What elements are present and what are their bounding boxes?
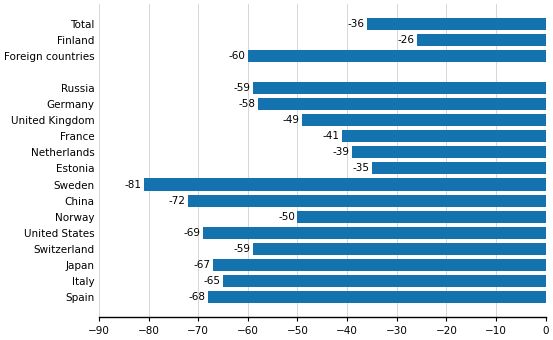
Bar bbox=[258, 99, 546, 110]
Bar bbox=[416, 34, 546, 46]
Text: -65: -65 bbox=[204, 276, 221, 286]
Bar bbox=[203, 226, 546, 239]
Bar bbox=[302, 115, 546, 126]
Text: -68: -68 bbox=[189, 292, 206, 302]
Bar bbox=[352, 147, 546, 158]
Text: -50: -50 bbox=[278, 211, 295, 222]
Text: -36: -36 bbox=[347, 19, 364, 29]
Text: -39: -39 bbox=[332, 148, 349, 157]
Bar bbox=[144, 178, 546, 190]
Text: -26: -26 bbox=[397, 35, 414, 46]
Bar bbox=[213, 258, 546, 271]
Bar bbox=[253, 82, 546, 95]
Text: -72: -72 bbox=[169, 195, 186, 205]
Bar bbox=[372, 163, 546, 174]
Text: -49: -49 bbox=[283, 116, 300, 125]
Bar bbox=[208, 291, 546, 303]
Text: -67: -67 bbox=[194, 259, 211, 270]
Bar bbox=[248, 50, 546, 63]
Bar bbox=[223, 275, 546, 287]
Text: -60: -60 bbox=[228, 51, 246, 62]
Text: -58: -58 bbox=[238, 99, 255, 109]
Text: -69: -69 bbox=[184, 227, 201, 238]
Text: -59: -59 bbox=[233, 83, 251, 94]
Text: -41: -41 bbox=[322, 132, 340, 141]
Text: -35: -35 bbox=[352, 164, 369, 173]
Bar bbox=[253, 242, 546, 255]
Bar bbox=[188, 194, 546, 206]
Bar bbox=[298, 210, 546, 223]
Text: -81: -81 bbox=[124, 180, 141, 189]
Text: -59: -59 bbox=[233, 243, 251, 254]
Bar bbox=[342, 131, 546, 142]
Bar bbox=[367, 18, 546, 30]
